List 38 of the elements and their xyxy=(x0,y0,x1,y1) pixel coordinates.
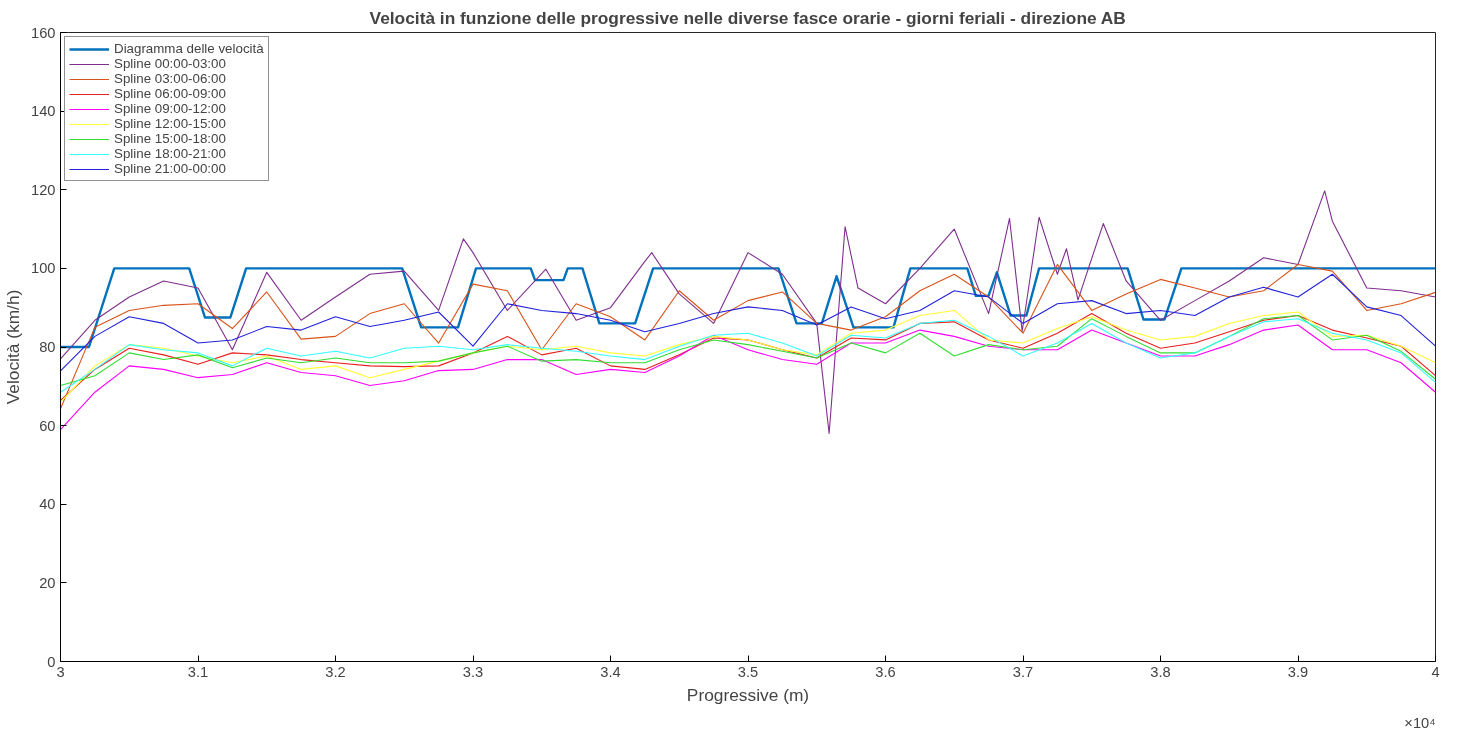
legend-label: Spline 21:00-00:00 xyxy=(114,161,226,176)
x-tick-label: 3.4 xyxy=(600,663,621,680)
x-tick-label: 3.2 xyxy=(325,663,346,680)
text: ×10⁴ xyxy=(1404,714,1436,731)
legend-label: Spline 09:00-12:00 xyxy=(114,101,226,116)
legend-label: Spline 03:00-06:00 xyxy=(114,71,226,86)
legend-label: Spline 06:00-09:00 xyxy=(114,86,226,101)
line-series xyxy=(60,190,1436,435)
x-axis-title: Progressive (m) xyxy=(686,684,810,705)
x-tick-label: 3.5 xyxy=(737,663,759,680)
x-tick-label: 3.6 xyxy=(875,663,896,680)
legend-label: Spline 00:00-03:00 xyxy=(114,56,226,71)
line-series xyxy=(60,324,1436,431)
x-tick-label: 3.3 xyxy=(462,663,484,680)
x-tick-label: 3.8 xyxy=(1150,663,1171,680)
line-series xyxy=(60,263,1436,410)
y-axis-title: Velocità (km/h) xyxy=(3,289,24,405)
y-tick-label: 0 xyxy=(47,653,56,670)
line-series xyxy=(60,273,1436,372)
legend-label: Diagramma delle velocità xyxy=(114,41,264,56)
legend-label: Spline 18:00-21:00 xyxy=(114,146,226,161)
legend-label: Spline 15:00-18:00 xyxy=(114,131,226,146)
y-tick-label: 160 xyxy=(31,24,56,41)
y-tick-label: 20 xyxy=(39,574,56,591)
x-tick-label: 3 xyxy=(56,663,65,680)
x-tick-label: 3.9 xyxy=(1287,663,1309,680)
legend-label: Spline 12:00-15:00 xyxy=(114,116,226,131)
x-tick-label: 3.7 xyxy=(1012,663,1034,680)
line-series xyxy=(60,267,1436,349)
y-tick-label: 40 xyxy=(39,496,56,513)
y-tick-label: 100 xyxy=(31,260,56,277)
y-tick-label: 80 xyxy=(39,339,56,355)
x-tick-label: 3.1 xyxy=(187,663,209,680)
x-tick-label: 4 xyxy=(1431,663,1440,680)
y-tick-label: 120 xyxy=(31,181,56,198)
y-tick-label: 140 xyxy=(31,103,56,120)
y-tick-label: 60 xyxy=(39,417,56,434)
chart-title: Velocità in funzione delle progressive nelle diverse fasce orarie - giorni feriali - direzione AB xyxy=(369,7,1126,28)
